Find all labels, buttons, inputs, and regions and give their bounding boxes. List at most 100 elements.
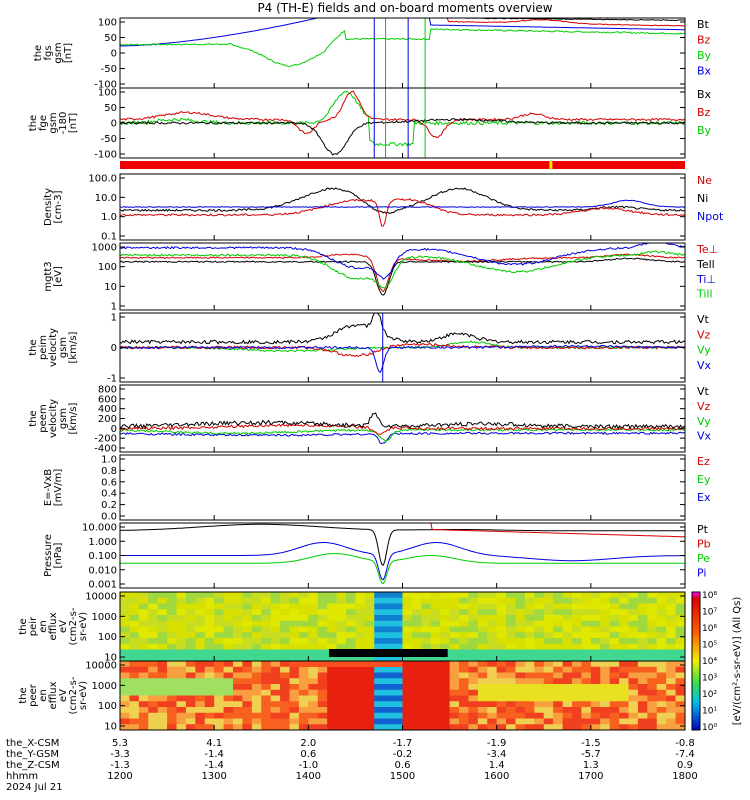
fge-legend-0: Bx — [697, 88, 712, 101]
peem-ylabel-4: [km/s] — [68, 402, 79, 434]
temp-series-3 — [120, 250, 685, 289]
x-row1-tick-4: -3.4 — [487, 749, 507, 760]
peem-ytick-label-5: -200 — [94, 434, 117, 445]
x-row0-tick-1: 4.1 — [206, 738, 222, 749]
x-row3-tick-6: 1800 — [672, 771, 697, 782]
peer-heatmap — [120, 661, 685, 730]
peem-ytick-label-3: 200 — [98, 414, 117, 425]
colorbar-tick-3: 10⁵ — [702, 641, 717, 651]
x-row2-tick-4: 1.4 — [489, 760, 505, 771]
efield-ytick-label-0: 1.0 — [101, 455, 117, 466]
panel-fgs: 100 50 0 -50 -100 the fgs gsm [nT] Bt Bz By Bx — [33, 17, 712, 91]
temp-legend-3: Till — [696, 288, 713, 301]
panel-pressure: 10.000 1.000 0.100 0.010 0.001 Pressure [nPa] P… — [43, 522, 711, 591]
pressure-legend-1: Pb — [697, 537, 711, 550]
fge-ylabel-1: fge — [38, 115, 49, 131]
density-legend-1: Ni — [697, 192, 708, 205]
x-row2-tick-0: -1.3 — [110, 760, 130, 771]
fge-ylabel-0: the — [28, 115, 39, 131]
panel-density: 100.0 10.0 1.0 0.1 Density [cm-3] Ne Ni Npot — [43, 173, 724, 243]
peim-series-2 — [120, 313, 685, 345]
density-ytick-label-1: 10.0 — [95, 193, 117, 204]
temp-ylabel-0: mgtt3 — [43, 261, 54, 291]
peem-legend-0: Vt — [697, 385, 710, 398]
fgs-ytick-label-2: 0 — [111, 49, 117, 60]
fgs-ytick-label-0: 100 — [98, 18, 117, 29]
fge-ylabel-4: [nT] — [68, 113, 79, 133]
x-row-label-0: the_X-CSM — [6, 738, 59, 749]
fge-ytick-label-4: -100 — [94, 150, 117, 161]
pressure-series-3 — [120, 553, 685, 585]
density-ylabel-0: Density — [43, 188, 54, 226]
efield-legend-2: Ex — [697, 491, 711, 504]
fgs-legend-1: Bz — [697, 34, 711, 47]
peir-ylabel-6: sr-eV) — [78, 612, 89, 641]
fgs-ylabel-3: [nT] — [63, 43, 74, 63]
density-series-2 — [120, 199, 685, 208]
fgs-series-2 — [120, 18, 685, 27]
peer-top-band — [289, 661, 403, 667]
colorbar-tick-5: 10³ — [702, 674, 717, 684]
density-ytick-label-2: 1.0 — [101, 212, 117, 223]
colorbar-tick-7: 10¹ — [702, 707, 717, 717]
fgs-series-3 — [120, 18, 685, 21]
peem-ytick-label-2: 400 — [98, 404, 117, 415]
peer-ytick-label-0: 10000 — [85, 661, 117, 672]
fgs-ytick-label-3: -50 — [101, 64, 117, 75]
peer-ylabel-4: eV — [58, 689, 69, 702]
fge-legend-1: Bz — [697, 106, 711, 119]
density-ylabel-1: [cm-3] — [53, 190, 64, 223]
efield-ytick-label-1: 0.8 — [101, 466, 117, 477]
x-row2-tick-1: -1.4 — [204, 760, 224, 771]
x-row-label-4: 2024 Jul 21 — [6, 782, 63, 793]
peir-ylabel-5: (cm2-s- — [68, 607, 79, 645]
peir-black-band — [329, 649, 448, 657]
peem-frame — [119, 384, 686, 453]
x-row1-tick-2: 0.6 — [300, 749, 316, 760]
peim-ytick-label-1: 0 — [111, 343, 117, 354]
x-row1-tick-1: -1.4 — [204, 749, 224, 760]
peem-ylabel-3: gsm — [58, 408, 69, 429]
fge-ytick-label-3: -50 — [101, 134, 117, 145]
efield-ytick-label-5: 0.0 — [101, 512, 117, 523]
x-row0-tick-6: -0.8 — [675, 738, 695, 749]
fgs-legend-2: By — [697, 49, 712, 62]
x-row-label-2: the_Z-CSM — [6, 760, 60, 771]
peir-ytick-label-2: 100 — [98, 632, 117, 643]
peem-legend-3: Vx — [697, 430, 712, 443]
pressure-ytick-label-1: 1.000 — [88, 537, 117, 548]
colorbar-label: [eV/(cm²-s-sr-eV)] (All Qs) — [732, 597, 743, 726]
x-row3-tick-4: 1600 — [484, 771, 509, 782]
x-row-label-1: the_Y-GSM — [6, 749, 59, 760]
peir-ylabel-4: eV — [58, 620, 69, 633]
fgs-legend-0: Bt — [697, 18, 710, 31]
x-row1-tick-5: -5.7 — [581, 749, 601, 760]
x-row2-tick-2: -1.0 — [299, 760, 319, 771]
temp-series-2 — [120, 243, 685, 280]
temp-ylabel-1: [eV] — [53, 266, 64, 287]
pressure-series-2 — [120, 542, 685, 581]
density-legend-2: Npot — [697, 210, 724, 223]
efield-ytick-label-4: 0.2 — [101, 500, 117, 511]
x-axis-labels: 5.3 4.1 2.0 -1.7 -1.9 -1.5 -0.8-3.3 -1.4 0.6 -0.2… — [6, 738, 698, 793]
panel-peir: 10000 1000 100 10 the peir en efflux eV (cm2-s-sr… — [18, 591, 686, 664]
peem-ytick-label-4: 0 — [111, 424, 117, 435]
x-row3-tick-3: 1500 — [390, 771, 415, 782]
temp-legend-1: Tell — [696, 258, 715, 271]
peer-ylabel-1: peer — [28, 683, 39, 707]
fgs-ylabel-0: the — [33, 45, 44, 61]
chart-title: P4 (TH-E) fields and on-board moments ov… — [257, 1, 552, 15]
x-row2-tick-6: 0.9 — [677, 760, 693, 771]
efield-frame — [119, 454, 686, 521]
status-strip-marker — [549, 161, 553, 169]
peir-ytick-label-3: 10 — [104, 653, 117, 664]
fge-ylabel-2: gsm — [48, 112, 59, 133]
peem-legend-2: Vy — [697, 415, 711, 428]
peer-ytick-label-3: 10 — [104, 722, 117, 733]
density-ytick-label-0: 100.0 — [88, 174, 117, 185]
temp-ytick-label-3: 1 — [111, 302, 117, 313]
peer-ytick-label-1: 1000 — [92, 681, 117, 692]
peim-legend-1: Vz — [697, 328, 711, 341]
